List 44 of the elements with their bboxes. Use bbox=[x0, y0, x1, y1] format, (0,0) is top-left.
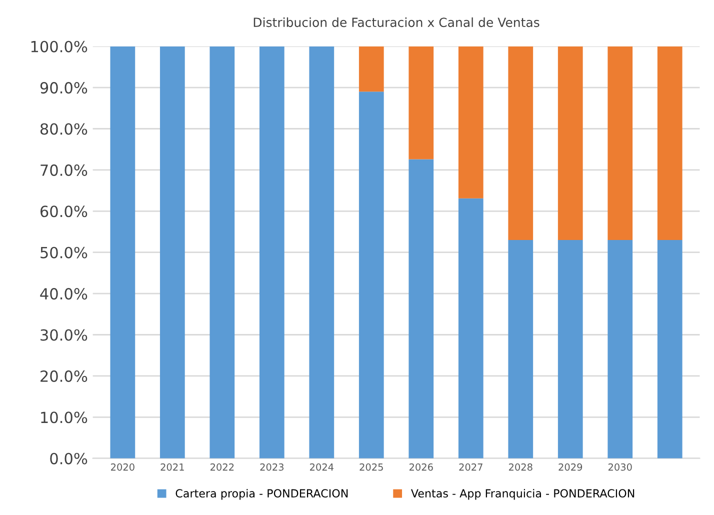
x-tick-label: 2030 bbox=[608, 463, 632, 471]
chart-title: Distribucion de Facturacion x Canal de Ventas bbox=[254, 17, 540, 28]
y-tick-label: 30.0% bbox=[40, 329, 88, 341]
bar bbox=[408, 159, 434, 458]
bar bbox=[608, 240, 633, 458]
bar bbox=[259, 46, 284, 458]
y-tick-label: 20.0% bbox=[40, 370, 88, 382]
y-tick-label: 100.0% bbox=[31, 40, 88, 52]
x-tick-label: 2025 bbox=[360, 463, 383, 471]
bar bbox=[608, 46, 633, 240]
bar bbox=[657, 240, 682, 458]
y-tick-label: 10.0% bbox=[41, 412, 88, 424]
x-tick-label: 2021 bbox=[160, 463, 184, 471]
bar bbox=[458, 46, 484, 198]
y-tick-label: 70.0% bbox=[40, 164, 88, 176]
bar bbox=[408, 46, 434, 160]
bar bbox=[309, 46, 334, 458]
bar bbox=[358, 46, 384, 92]
bar bbox=[110, 46, 136, 458]
bar bbox=[558, 46, 583, 240]
bar bbox=[210, 46, 235, 458]
bar bbox=[160, 46, 185, 458]
y-tick-label: 40.0% bbox=[40, 288, 88, 300]
bar bbox=[508, 240, 534, 458]
bar bbox=[558, 240, 583, 458]
bar bbox=[508, 46, 534, 240]
bar bbox=[458, 198, 484, 458]
x-tick-label: 2027 bbox=[459, 463, 482, 471]
bar bbox=[657, 46, 682, 240]
legend-label: Ventas - App Franquicia - PONDERACION bbox=[411, 488, 634, 500]
x-tick-label: 2026 bbox=[409, 463, 433, 471]
x-tick-label: 2023 bbox=[260, 463, 284, 471]
x-tick-label: 2028 bbox=[508, 463, 532, 471]
x-tick-label: 2020 bbox=[111, 463, 134, 471]
y-tick-label: 80.0% bbox=[40, 123, 88, 135]
x-tick-label: 2024 bbox=[310, 463, 334, 471]
y-tick-label: 0.0% bbox=[50, 452, 88, 464]
x-tick-label: 2029 bbox=[558, 463, 582, 471]
legend-label: Cartera propia - PONDERACION bbox=[176, 488, 348, 500]
y-tick-label: 60.0% bbox=[40, 206, 88, 218]
bar bbox=[358, 92, 384, 458]
x-tick-label: 2022 bbox=[210, 463, 234, 471]
y-tick-label: 50.0% bbox=[40, 246, 88, 258]
y-tick-label: 90.0% bbox=[40, 82, 88, 94]
